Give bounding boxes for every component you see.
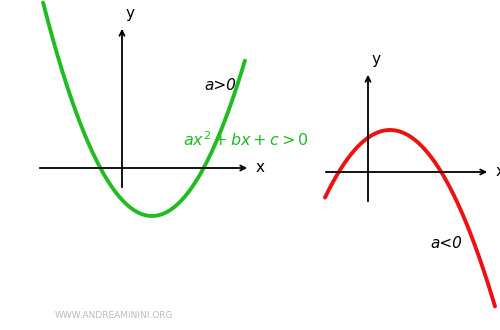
Text: y: y — [126, 6, 135, 21]
Text: x: x — [496, 164, 500, 180]
Text: x: x — [256, 160, 265, 176]
Text: a<0: a<0 — [430, 237, 462, 251]
Text: a>0: a>0 — [204, 79, 236, 93]
Text: y: y — [372, 52, 381, 67]
Text: WWW.ANDREAMININI.ORG: WWW.ANDREAMININI.ORG — [55, 311, 174, 320]
Text: $ax^2+bx+c>0$: $ax^2+bx+c>0$ — [183, 131, 309, 149]
